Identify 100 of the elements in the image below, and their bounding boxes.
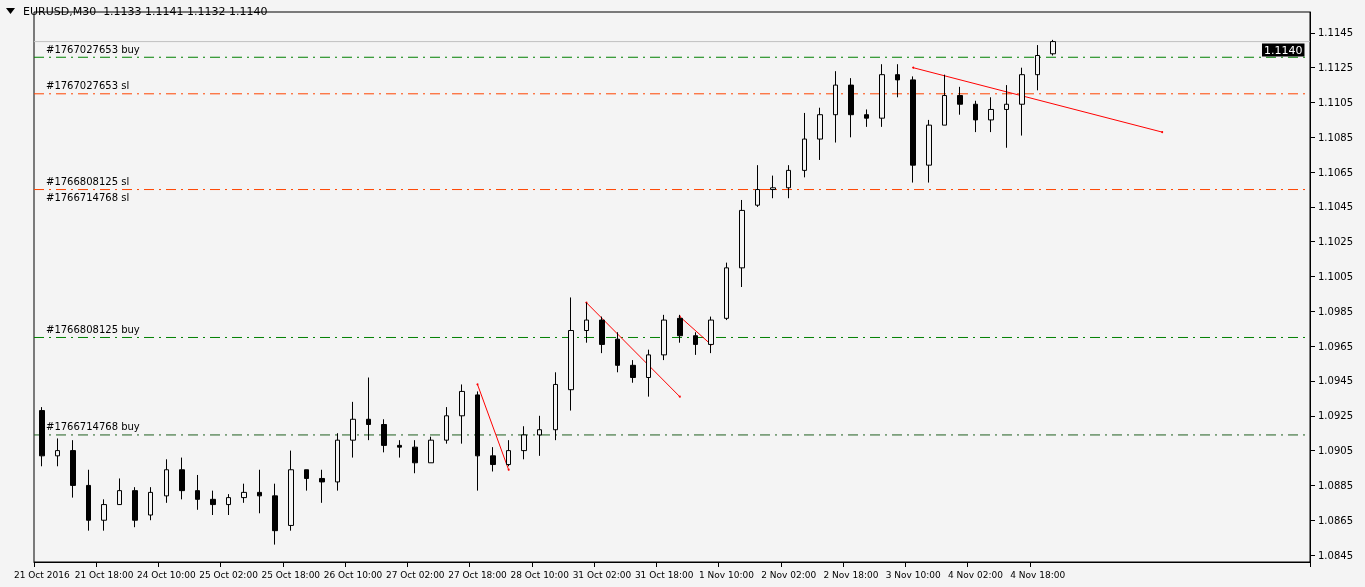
candlestick [226,493,231,516]
candlestick [739,199,745,288]
x-tick-label: 1 Nov 10:00 [698,569,755,580]
candlestick [350,401,356,459]
ref-line-label: 1.1140 [1264,43,1303,57]
x-tick-label: 4 Nov 02:00 [947,569,1004,580]
candlestick [86,469,91,532]
candlestick [957,86,963,116]
x-tick-label: 25 Oct 02:00 [199,569,259,580]
y-tick-label: 1.1045 [1318,201,1353,213]
x-tick-label: 24 Oct 10:00 [136,569,196,580]
candlestick [444,406,449,445]
candlestick [646,349,651,398]
candlestick [553,371,558,441]
x-tick-label: 4 Nov 18:00 [1010,569,1066,580]
candlestick [397,439,402,459]
y-tick-label: 1.1025 [1318,236,1353,248]
y-tick-label: 1.0865 [1318,514,1353,526]
annotation: #1766714768 sl [46,192,130,204]
candlestick [288,450,294,532]
candlestick [272,483,278,546]
chart-title: EURUSD,M30 1.1133 1.1141 1.1132 1.1140 [23,5,268,18]
candlestick [39,406,45,467]
x-tick-label: 2 Nov 18:00 [823,569,879,580]
candlestick [55,437,60,467]
candlestick [755,164,760,208]
candlestick [70,439,76,499]
candlestick [1019,67,1025,137]
candlestick [335,432,340,492]
candlestick [724,262,729,321]
x-tick-label: 21 Oct 2016 [13,569,70,580]
candlestick [615,331,620,373]
candlestick [319,469,325,504]
candlestick [848,77,854,138]
x-tick-label: 3 Nov 10:00 [885,569,941,580]
candlestick [864,108,869,128]
candlestick [521,425,527,460]
candlestick [973,100,978,133]
candlestick [1035,44,1040,91]
candlestick [304,469,309,492]
ref-line-label: #1767027653 buy [46,43,140,55]
x-tick-label: 27 Oct 02:00 [385,569,445,580]
candlestick [879,63,885,128]
candlestick [195,474,200,511]
candlestick [148,486,153,521]
candlestick [802,112,807,178]
candlestick [117,477,122,506]
x-tick-label: 21 Oct 18:00 [74,569,134,580]
y-tick-label: 1.0945 [1318,375,1353,387]
candlestick [630,359,636,384]
candlestick [210,490,216,516]
y-tick-label: 1.1145 [1318,27,1353,39]
candlestick [537,415,542,457]
candlestick [101,498,107,532]
x-tick-label: 2 Nov 02:00 [761,569,817,580]
ref-line-label: #1766714768 buy [46,421,140,433]
x-tick-label: 28 Oct 10:00 [510,569,570,580]
candlestick [241,483,247,504]
y-tick-label: 1.0905 [1318,445,1353,457]
candlestick [786,164,791,199]
y-tick-label: 1.1125 [1318,62,1353,74]
candlestick [661,314,667,361]
candlestick [132,486,138,528]
candlestick [1050,39,1056,57]
y-tick-label: 1.0845 [1318,549,1353,561]
y-tick-label: 1.0885 [1318,479,1353,491]
candlestick [926,119,932,184]
candlestick [942,74,947,126]
x-tick-label: 31 Oct 02:00 [572,569,632,580]
y-tick-label: 1.0985 [1318,305,1353,317]
y-tick-label: 1.1065 [1318,166,1353,178]
candlestick [506,439,511,467]
ref-line-label: #1766808125 buy [46,323,140,335]
x-tick-label: 31 Oct 18:00 [634,569,694,580]
candlestick [428,436,434,464]
y-tick-label: 1.0925 [1318,410,1353,422]
x-tick-label: 27 Oct 18:00 [448,569,508,580]
candlestick [164,458,169,504]
candlestick [895,63,900,98]
ref-line-label: #1766808125 sl [46,176,130,188]
y-tick-label: 1.1105 [1318,97,1353,109]
x-tick-label: 25 Oct 18:00 [261,569,321,580]
candlestick [988,96,994,133]
candlestick [381,418,387,453]
candlestick [366,377,371,441]
candlestick [817,107,823,161]
candlestick [568,296,574,412]
candlestick [833,70,838,144]
candlestick [475,390,480,492]
candlestick [770,175,776,199]
candlestick [693,331,698,356]
candlestick [599,316,605,354]
ref-line-label: #1767027653 sl [46,80,130,92]
y-tick-label: 1.1005 [1318,271,1353,283]
candlestick [1004,84,1009,149]
candlestick [412,439,418,474]
y-tick-label: 1.1085 [1318,131,1353,143]
x-tick-label: 26 Oct 10:00 [323,569,383,580]
candlestick [257,469,262,514]
candlestick [910,75,916,184]
